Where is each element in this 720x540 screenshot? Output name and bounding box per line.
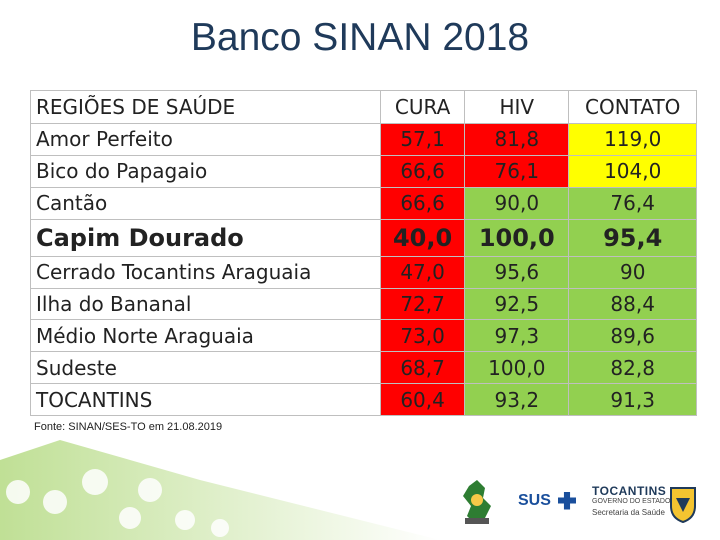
page-title: Banco SINAN 2018 [190,16,530,59]
region-cell: Médio Norte Araguaia [30,319,381,353]
hiv-cell: 81,8 [464,123,570,156]
source-footnote: Fonte: SINAN/SES-TO em 21.08.2019 [34,421,223,433]
header-contato: CONTATO [568,90,697,124]
hiv-cell: 100,0 [464,351,570,385]
cura-cell: 72,7 [379,287,466,321]
tocantins-logo-text: TOCANTINS [592,484,667,498]
region-cell: TOCANTINS [30,383,381,416]
contato-cell: 119,0 [568,123,697,156]
plant-icon [6,480,30,504]
cura-cell: 47,0 [379,255,466,289]
table-row: Amor Perfeito 57,1 81,8 119,0 [30,123,697,156]
green-wave-shape [0,440,440,540]
eye-search-icon [82,469,108,495]
hiv-cell: 90,0 [464,186,570,220]
crest-icon [670,487,696,524]
contato-cell: 95,4 [568,218,697,257]
region-cell: Ilha do Bananal [30,287,381,321]
sinan-table-container: REGIÕES DE SAÚDE CURA HIV CONTATO Amor P… [30,90,697,416]
cura-cell: 73,0 [379,319,466,353]
ribbon-icon [43,490,67,514]
health-icons-decoration [0,440,440,540]
sinan-table: REGIÕES DE SAÚDE CURA HIV CONTATO Amor P… [30,90,697,416]
table-row: Bico do Papagaio 66,6 76,1 104,0 [30,154,697,188]
header-regioes: REGIÕES DE SAÚDE [30,90,381,124]
tocantins-governo-logo: TOCANTINS GOVERNO DO ESTADO Secretaria d… [592,484,692,534]
paw-icon [138,478,162,502]
tocantins-map-icon [463,480,491,524]
table-row: TOCANTINS 60,4 93,2 91,3 [30,383,697,416]
sus-text: SUS [518,492,551,509]
region-cell: Bico do Papagaio [30,154,381,188]
header-cura: CURA [379,90,466,124]
cura-cell: 66,6 [379,154,466,188]
hiv-cell: 97,3 [464,319,570,353]
table-row: Cantão 66,6 90,0 76,4 [30,186,697,220]
cura-cell: 40,0 [379,218,466,257]
sus-logo: SUS [518,490,578,540]
contato-cell: 88,4 [568,287,697,321]
cura-cell: 57,1 [379,123,466,156]
state-crest [668,484,700,534]
table-row: Médio Norte Araguaia 73,0 97,3 89,6 [30,319,697,353]
runner-icon [119,507,141,529]
cura-cell: 68,7 [379,351,466,385]
region-cell: Capim Dourado [30,218,381,257]
region-cell: Amor Perfeito [30,123,381,156]
contato-cell: 82,8 [568,351,697,385]
cura-cell: 60,4 [379,383,466,416]
hiv-cell: 100,0 [464,218,570,257]
hiv-cell: 92,5 [464,287,570,321]
contato-cell: 90 [568,255,697,289]
cura-cell: 66,6 [379,186,466,220]
hiv-cell: 95,6 [464,255,570,289]
table-row: Capim Dourado 40,0 100,0 95,4 [30,218,697,257]
virus-icon [211,519,229,537]
region-cell: Cantão [30,186,381,220]
contato-cell: 104,0 [568,154,697,188]
mosquito-icon [175,510,195,530]
contato-cell: 89,6 [568,319,697,353]
table-row: Cerrado Tocantins Araguaia 47,0 95,6 90 [30,255,697,289]
hiv-cell: 76,1 [464,154,570,188]
table-header-row: REGIÕES DE SAÚDE CURA HIV CONTATO [30,90,697,124]
sus-cross-icon [558,491,576,510]
contato-cell: 76,4 [568,186,697,220]
governo-logo-text: GOVERNO DO ESTADO [592,498,671,505]
contato-cell: 91,3 [568,383,697,416]
secretaria-logo-text: Secretaria da Saúde [592,508,665,517]
table-row: Sudeste 68,7 100,0 82,8 [30,351,697,385]
region-cell: Cerrado Tocantins Araguaia [30,255,381,289]
header-hiv: HIV [464,90,570,124]
hiv-cell: 93,2 [464,383,570,416]
tocantins-map-logo [455,478,500,528]
table-row: Ilha do Bananal 72,7 92,5 88,4 [30,287,697,321]
region-cell: Sudeste [30,351,381,385]
